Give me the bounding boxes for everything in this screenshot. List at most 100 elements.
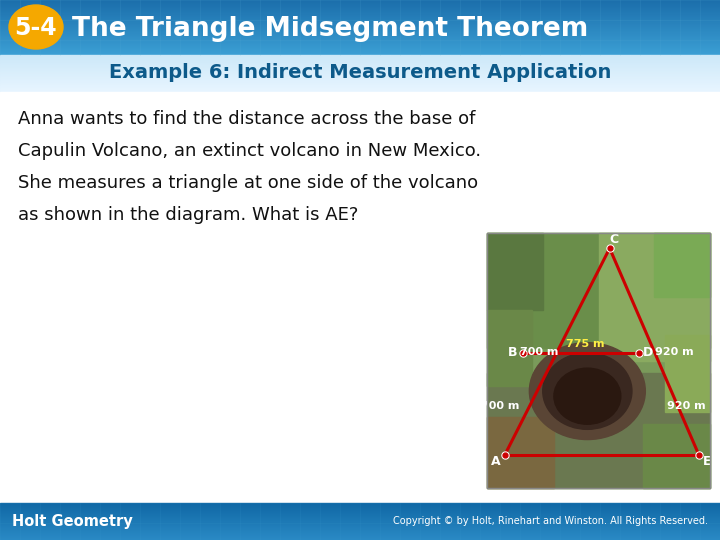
Text: B: B [508, 346, 518, 359]
Bar [0, 509, 720, 510]
Bar [0, 80, 720, 81]
Text: Capulin Volcano, an extinct volcano in New Mexico.: Capulin Volcano, an extinct volcano in N… [18, 142, 481, 160]
Bar [0, 76, 720, 77]
Bar [0, 68, 720, 69]
Bar [0, 530, 720, 531]
Bar [0, 4, 720, 5]
Bar [0, 522, 720, 523]
Ellipse shape [543, 353, 632, 429]
Bar [0, 89, 720, 90]
Bar [0, 14, 720, 15]
Bar [487, 233, 710, 488]
Bar [0, 83, 720, 84]
Bar [0, 81, 720, 82]
Bar [0, 46, 720, 47]
Bar [0, 27, 720, 28]
Bar [0, 77, 720, 78]
Bar [0, 30, 720, 31]
Bar [0, 515, 720, 516]
Ellipse shape [554, 368, 621, 424]
Bar [0, 85, 720, 86]
Bar [0, 57, 720, 58]
Bar [0, 537, 720, 538]
Bar [0, 21, 720, 22]
Bar [0, 520, 720, 521]
Bar [0, 8, 720, 9]
Bar [0, 54, 720, 55]
Bar [0, 511, 720, 512]
Bar [0, 513, 720, 514]
Bar [0, 66, 720, 67]
Bar [0, 533, 720, 534]
Bar [0, 6, 720, 7]
Bar [0, 79, 720, 80]
Text: Anna wants to find the distance across the base of: Anna wants to find the distance across t… [18, 110, 475, 128]
Bar [0, 532, 720, 533]
Text: 5-4: 5-4 [14, 16, 58, 40]
Text: 775 m: 775 m [567, 339, 605, 349]
Bar [0, 3, 720, 4]
Bar [0, 16, 720, 17]
Bar [0, 53, 720, 54]
Bar [0, 84, 720, 85]
Bar [0, 45, 720, 46]
Bar [0, 525, 720, 526]
Bar [0, 510, 720, 511]
Text: D: D [642, 346, 653, 359]
Bar [0, 61, 720, 62]
Bar [0, 11, 720, 12]
Text: 700 m: 700 m [520, 347, 559, 356]
Bar [0, 82, 720, 83]
Bar [0, 50, 720, 51]
Bar [665, 335, 710, 411]
Bar [0, 0, 720, 1]
Bar [0, 512, 720, 513]
Bar [0, 39, 720, 40]
Bar [0, 70, 720, 71]
Bar [0, 90, 720, 91]
Bar [0, 508, 720, 509]
Bar [487, 233, 543, 309]
Bar [487, 416, 554, 488]
Text: Copyright © by Holt, Rinehart and Winston. All Rights Reserved.: Copyright © by Holt, Rinehart and Winsto… [393, 516, 708, 526]
Bar [598, 233, 710, 361]
Bar [487, 233, 710, 488]
Bar [0, 535, 720, 536]
Bar [0, 55, 720, 56]
Bar [654, 233, 710, 297]
Bar [0, 38, 720, 39]
Bar [487, 309, 531, 386]
Bar [0, 18, 720, 19]
Bar [0, 506, 720, 507]
Bar [0, 36, 720, 37]
Bar [0, 29, 720, 30]
Bar [0, 527, 720, 528]
Bar [0, 58, 720, 59]
Bar [0, 52, 720, 53]
Bar [487, 373, 710, 488]
Bar [0, 92, 720, 503]
Bar [0, 536, 720, 537]
Bar [0, 504, 720, 505]
Bar [0, 37, 720, 38]
Bar [0, 521, 720, 522]
Bar [0, 26, 720, 27]
Bar [0, 516, 720, 517]
Bar [0, 44, 720, 45]
Bar [0, 28, 720, 29]
Bar [0, 529, 720, 530]
Bar [0, 523, 720, 524]
Bar [0, 33, 720, 34]
Bar [0, 10, 720, 11]
Bar [0, 56, 720, 57]
Bar [0, 503, 720, 504]
Ellipse shape [529, 343, 645, 440]
Bar [0, 23, 720, 24]
Bar [0, 62, 720, 63]
Bar [0, 518, 720, 519]
Bar [0, 5, 720, 6]
Bar [0, 528, 720, 529]
Text: 700 m: 700 m [480, 401, 519, 411]
Bar [0, 60, 720, 61]
Bar [0, 49, 720, 50]
